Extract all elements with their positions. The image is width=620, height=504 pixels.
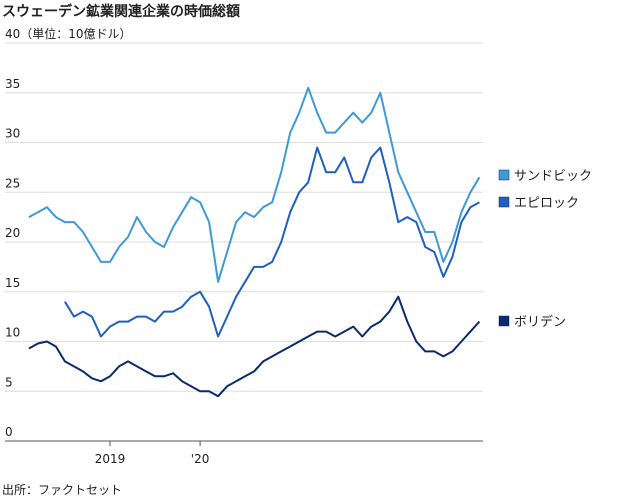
y-tick-label: 5 [5, 375, 13, 389]
series-line [28, 295, 481, 398]
y-tick-label: 20 [5, 226, 20, 240]
y-tick-label: 25 [5, 176, 20, 190]
legend-swatch [498, 169, 510, 181]
y-tick-label: 10 [5, 326, 20, 340]
y-tick-label: 30 [5, 127, 20, 141]
legend-label: サンドビック [514, 169, 592, 184]
y-tick-label: 35 [5, 77, 20, 91]
chart-title: スウェーデン鉱業関連企業の時価総額 [2, 3, 240, 20]
y-tick-label: 40（単位：10億ドル） [5, 26, 132, 41]
y-tick-label: 0 [5, 425, 13, 439]
y-tick-label: 15 [5, 276, 20, 290]
legend-swatch [498, 315, 510, 327]
series-line [64, 146, 480, 338]
legend-label: エピロック [514, 196, 579, 211]
legend-label: ボリデン [514, 314, 566, 330]
x-tick-label: 2019 [95, 452, 126, 466]
source: 出所：ファクトセット [2, 483, 122, 497]
x-tick-label: '20 [191, 452, 210, 466]
series-line [28, 86, 481, 283]
legend-swatch [498, 196, 510, 208]
